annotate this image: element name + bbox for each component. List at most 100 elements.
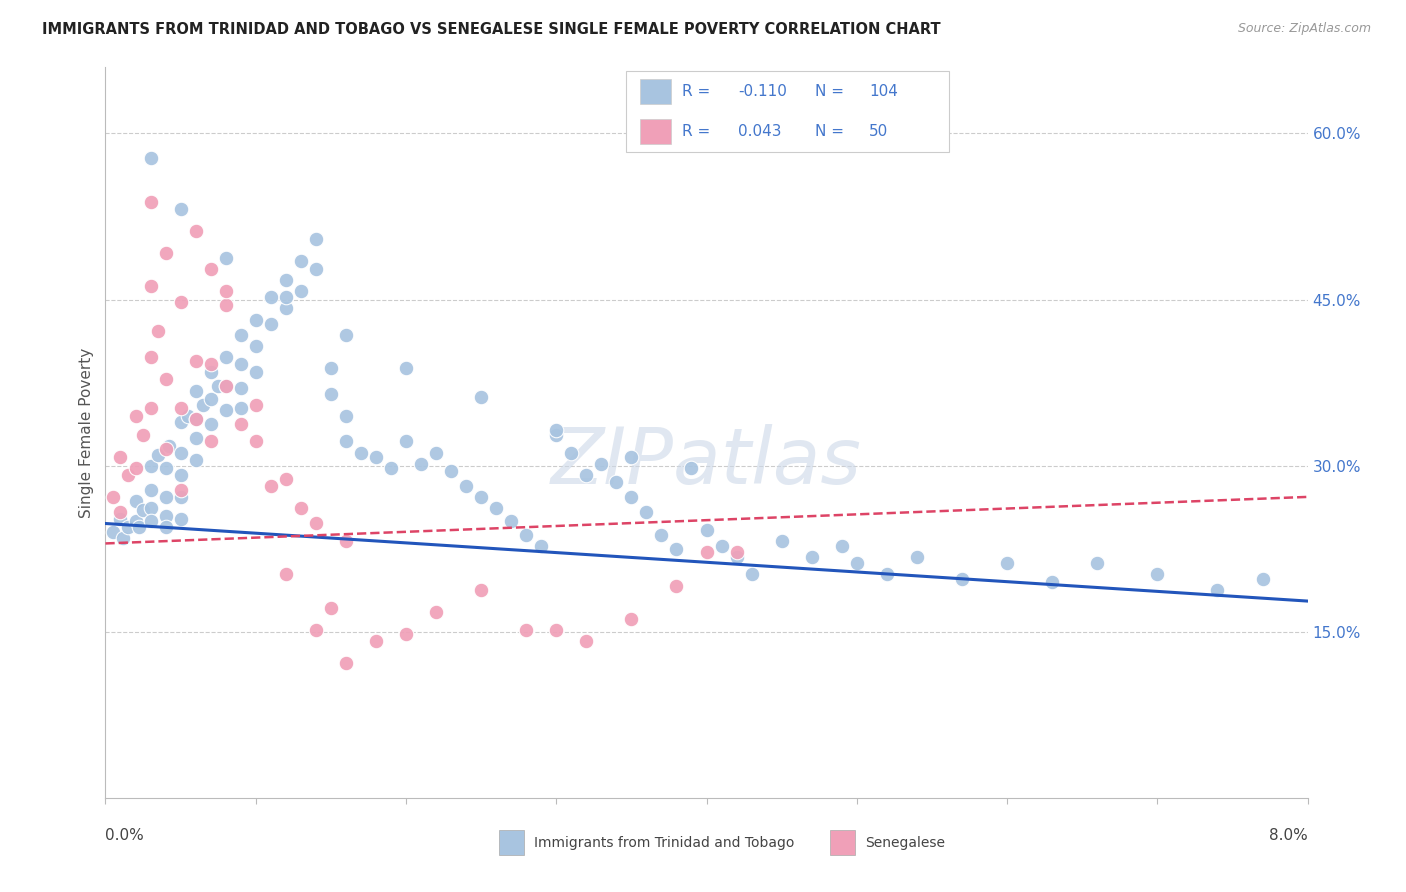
Point — [245, 365, 267, 379]
Point — [515, 623, 537, 637]
Point — [184, 412, 207, 426]
Point — [485, 500, 508, 515]
Text: IMMIGRANTS FROM TRINIDAD AND TOBAGO VS SENEGALESE SINGLE FEMALE POVERTY CORRELAT: IMMIGRANTS FROM TRINIDAD AND TOBAGO VS S… — [42, 22, 941, 37]
Point — [169, 483, 191, 498]
Point — [245, 434, 267, 449]
Text: Senegalese: Senegalese — [865, 836, 945, 850]
Point — [845, 557, 868, 571]
Point — [274, 301, 297, 316]
Point — [132, 503, 155, 517]
Point — [1085, 557, 1108, 571]
Point — [380, 461, 402, 475]
Point — [124, 409, 146, 423]
Point — [831, 539, 853, 553]
Point — [575, 467, 598, 482]
Point — [214, 351, 236, 365]
Point — [128, 520, 150, 534]
Point — [155, 442, 177, 457]
Point — [146, 324, 169, 338]
Point — [229, 357, 252, 371]
Point — [1206, 582, 1229, 597]
Point — [1146, 567, 1168, 582]
Point — [620, 490, 643, 504]
Point — [260, 317, 283, 331]
Point — [546, 623, 568, 637]
Point — [139, 514, 162, 528]
Point — [501, 514, 523, 528]
Point — [335, 434, 357, 449]
Point — [191, 398, 214, 412]
Point — [155, 461, 177, 475]
Point — [245, 339, 267, 353]
Point — [696, 545, 718, 559]
Point — [101, 490, 124, 504]
Point — [155, 520, 177, 534]
Point — [290, 500, 312, 515]
Point — [665, 578, 688, 592]
Point — [157, 439, 180, 453]
Point — [335, 328, 357, 343]
Point — [169, 415, 191, 429]
Point — [207, 379, 229, 393]
Point — [335, 656, 357, 670]
Point — [260, 290, 283, 304]
Point — [591, 457, 613, 471]
Point — [290, 253, 312, 268]
Text: 104: 104 — [869, 84, 898, 99]
Point — [335, 409, 357, 423]
Point — [124, 514, 146, 528]
Point — [200, 434, 222, 449]
Point — [515, 527, 537, 541]
Point — [155, 508, 177, 523]
Point — [169, 202, 191, 216]
Point — [169, 294, 191, 309]
Point — [1251, 572, 1274, 586]
Point — [305, 261, 328, 276]
Point — [214, 251, 236, 265]
Text: 8.0%: 8.0% — [1268, 828, 1308, 843]
Point — [184, 412, 207, 426]
Point — [214, 284, 236, 298]
Point — [876, 567, 898, 582]
Point — [184, 224, 207, 238]
Point — [319, 361, 342, 376]
Point — [169, 512, 191, 526]
Point — [454, 479, 477, 493]
Point — [260, 479, 283, 493]
Point — [696, 523, 718, 537]
Point — [335, 534, 357, 549]
Point — [546, 427, 568, 442]
Point — [101, 525, 124, 540]
Point — [620, 450, 643, 464]
Point — [214, 403, 236, 417]
Point — [200, 392, 222, 407]
Point — [124, 494, 146, 508]
Text: 50: 50 — [869, 124, 889, 139]
Point — [169, 490, 191, 504]
Point — [229, 328, 252, 343]
Text: Source: ZipAtlas.com: Source: ZipAtlas.com — [1237, 22, 1371, 36]
Text: Immigrants from Trinidad and Tobago: Immigrants from Trinidad and Tobago — [534, 836, 794, 850]
Point — [184, 353, 207, 368]
Point — [305, 232, 328, 246]
Point — [319, 600, 342, 615]
Point — [155, 372, 177, 386]
Point — [636, 505, 658, 519]
Point — [200, 365, 222, 379]
Point — [364, 450, 387, 464]
Point — [440, 464, 463, 478]
Point — [470, 582, 492, 597]
Point — [184, 431, 207, 445]
Point — [546, 424, 568, 438]
Point — [995, 557, 1018, 571]
Point — [169, 445, 191, 459]
Point — [200, 417, 222, 431]
Point — [575, 634, 598, 648]
Point — [274, 472, 297, 486]
Point — [305, 623, 328, 637]
Point — [229, 417, 252, 431]
Point — [274, 567, 297, 582]
Point — [470, 390, 492, 404]
Point — [169, 467, 191, 482]
Point — [1040, 575, 1063, 590]
